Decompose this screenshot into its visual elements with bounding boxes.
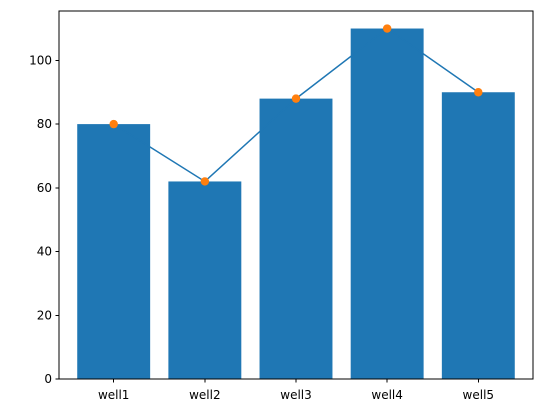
point-well3 <box>291 94 301 103</box>
point-well4 <box>382 24 392 33</box>
point-well5 <box>474 88 483 97</box>
bar-well5 <box>441 92 515 379</box>
bar-well1 <box>77 124 151 380</box>
y-tick-label: 40 <box>37 245 52 259</box>
x-tick-label-well3: well3 <box>280 388 312 402</box>
y-tick-label: 0 <box>44 372 52 386</box>
x-tick-label-well1: well1 <box>98 388 130 402</box>
point-well2 <box>200 177 210 186</box>
x-tick-label-well5: well5 <box>463 388 495 402</box>
bar-well3 <box>259 98 333 379</box>
line-overlay-group <box>109 24 483 186</box>
y-tick-label: 20 <box>37 308 52 322</box>
x-tick-label-well2: well2 <box>189 388 221 402</box>
bars-group <box>77 28 515 380</box>
bar-well4 <box>350 28 424 380</box>
y-tick-label: 60 <box>37 181 52 195</box>
bar-well2 <box>168 181 242 379</box>
point-well1 <box>109 119 118 129</box>
y-tick-label: 80 <box>37 117 52 131</box>
axes-group: 0 20 40 60 80 100 well1 well2 well3 well4 well5 <box>29 10 534 402</box>
x-tick-label-well4: well4 <box>371 388 403 402</box>
y-tick-label: 100 <box>29 53 52 67</box>
